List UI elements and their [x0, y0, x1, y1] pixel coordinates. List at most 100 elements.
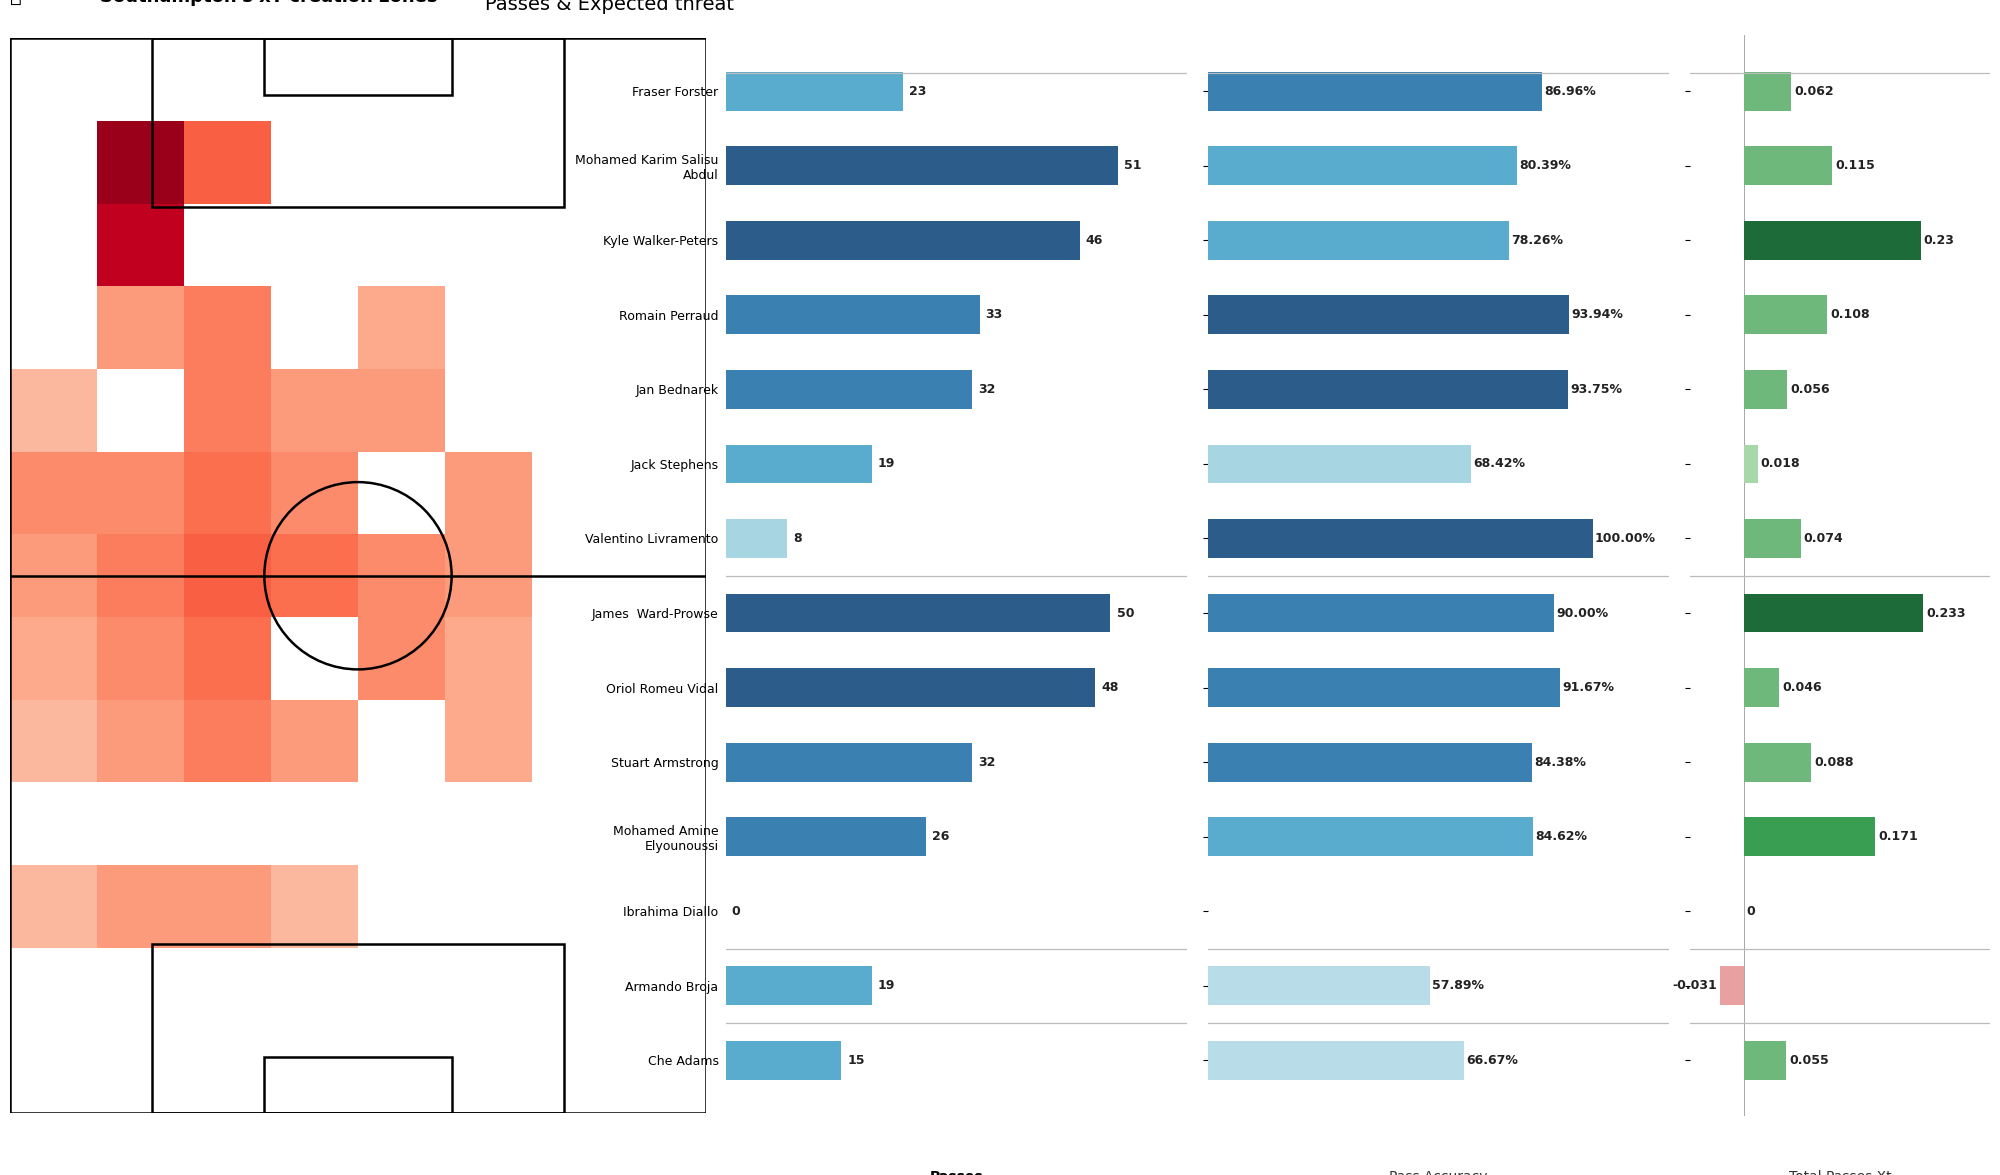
Bar	[270, 535, 358, 617]
Bar	[726, 1041, 840, 1080]
Text: 0.115: 0.115	[1836, 160, 1876, 173]
Text: 0.056: 0.056	[1790, 383, 1830, 396]
Text: 48: 48	[1102, 682, 1118, 694]
Text: 0: 0	[732, 905, 740, 918]
Bar	[184, 369, 270, 451]
Text: Passes: Passes	[930, 1170, 984, 1175]
Text: 51: 51	[1124, 160, 1142, 173]
Bar	[96, 451, 184, 535]
Bar	[1744, 221, 1920, 260]
Bar	[152, 945, 564, 1113]
Text: 15: 15	[848, 1054, 864, 1067]
Text: 0.055: 0.055	[1790, 1054, 1828, 1067]
Bar	[726, 818, 926, 857]
Text: 80.39%: 80.39%	[1518, 160, 1570, 173]
Text: 0.171: 0.171	[1878, 831, 1918, 844]
Text: 0.233: 0.233	[1926, 606, 1966, 619]
Bar	[726, 966, 872, 1005]
Bar	[726, 295, 980, 334]
Text: 100.00%: 100.00%	[1594, 532, 1656, 545]
Text: 68.42%: 68.42%	[1472, 457, 1524, 470]
Text: 0.062: 0.062	[1794, 85, 1834, 98]
Bar	[96, 203, 184, 287]
Bar	[96, 617, 184, 700]
Bar	[358, 617, 444, 700]
Bar	[10, 700, 96, 783]
Text: Southampton's xT creation zones: Southampton's xT creation zones	[100, 0, 438, 6]
Bar	[184, 700, 270, 783]
Text: 32: 32	[978, 756, 996, 768]
Bar	[96, 121, 184, 203]
Text: 50: 50	[1116, 606, 1134, 619]
Bar	[1720, 966, 1744, 1005]
Bar	[10, 451, 96, 535]
Bar	[184, 535, 270, 617]
Text: 90.00%: 90.00%	[1556, 606, 1608, 619]
Text: 33: 33	[986, 308, 1002, 321]
Bar	[1744, 295, 1826, 334]
Bar	[96, 121, 184, 203]
Bar	[10, 865, 96, 948]
Text: 🏆: 🏆	[10, 0, 22, 6]
Text: 0: 0	[1746, 905, 1756, 918]
Bar	[270, 451, 358, 535]
Text: 0.018: 0.018	[1760, 457, 1800, 470]
Text: 46: 46	[1086, 234, 1104, 247]
Bar	[1744, 444, 1758, 483]
Bar	[184, 287, 270, 369]
Bar	[184, 121, 270, 203]
Bar	[1208, 818, 1534, 857]
Bar	[1744, 519, 1800, 558]
Bar	[264, 1056, 452, 1113]
Text: 0.046: 0.046	[1782, 682, 1822, 694]
Bar	[726, 147, 1118, 186]
Bar	[184, 617, 270, 700]
Bar	[1208, 370, 1568, 409]
Text: 0.23: 0.23	[1924, 234, 1954, 247]
Bar	[152, 39, 564, 207]
Text: Pass Accuracy: Pass Accuracy	[1390, 1170, 1488, 1175]
Bar	[1744, 1041, 1786, 1080]
Bar	[96, 287, 184, 369]
Bar	[726, 519, 788, 558]
Bar	[1208, 444, 1470, 483]
Text: 84.62%: 84.62%	[1536, 831, 1588, 844]
Bar	[1744, 669, 1780, 707]
Bar	[1208, 519, 1592, 558]
Text: 93.75%: 93.75%	[1570, 383, 1622, 396]
Bar	[726, 221, 1080, 260]
Bar	[726, 593, 1110, 632]
Text: 66.67%: 66.67%	[1466, 1054, 1518, 1067]
Bar	[726, 72, 902, 110]
Bar	[1744, 147, 1832, 186]
Bar	[96, 865, 184, 948]
Text: 23: 23	[908, 85, 926, 98]
Bar	[96, 535, 184, 617]
Bar	[358, 287, 444, 369]
Text: 0.108: 0.108	[1830, 308, 1870, 321]
Bar	[1744, 743, 1812, 781]
Bar	[10, 617, 96, 700]
Bar	[726, 669, 1094, 707]
Text: 91.67%: 91.67%	[1562, 682, 1614, 694]
Bar	[270, 700, 358, 783]
Text: 8: 8	[794, 532, 802, 545]
Text: Total Passes Xt: Total Passes Xt	[1788, 1170, 1892, 1175]
Bar	[96, 203, 184, 287]
Bar	[1208, 295, 1570, 334]
Bar	[726, 444, 872, 483]
Bar	[1744, 370, 1786, 409]
Bar	[10, 535, 96, 617]
Text: 19: 19	[878, 457, 896, 470]
Bar	[358, 535, 444, 617]
Bar	[96, 700, 184, 783]
Bar	[1208, 147, 1518, 186]
Text: 19: 19	[878, 979, 896, 992]
Text: 57.89%: 57.89%	[1432, 979, 1484, 992]
Bar	[1208, 1041, 1464, 1080]
Bar	[444, 617, 532, 700]
Bar	[1208, 669, 1560, 707]
Bar	[444, 451, 532, 535]
Bar	[1208, 743, 1532, 781]
Bar	[1744, 72, 1792, 110]
